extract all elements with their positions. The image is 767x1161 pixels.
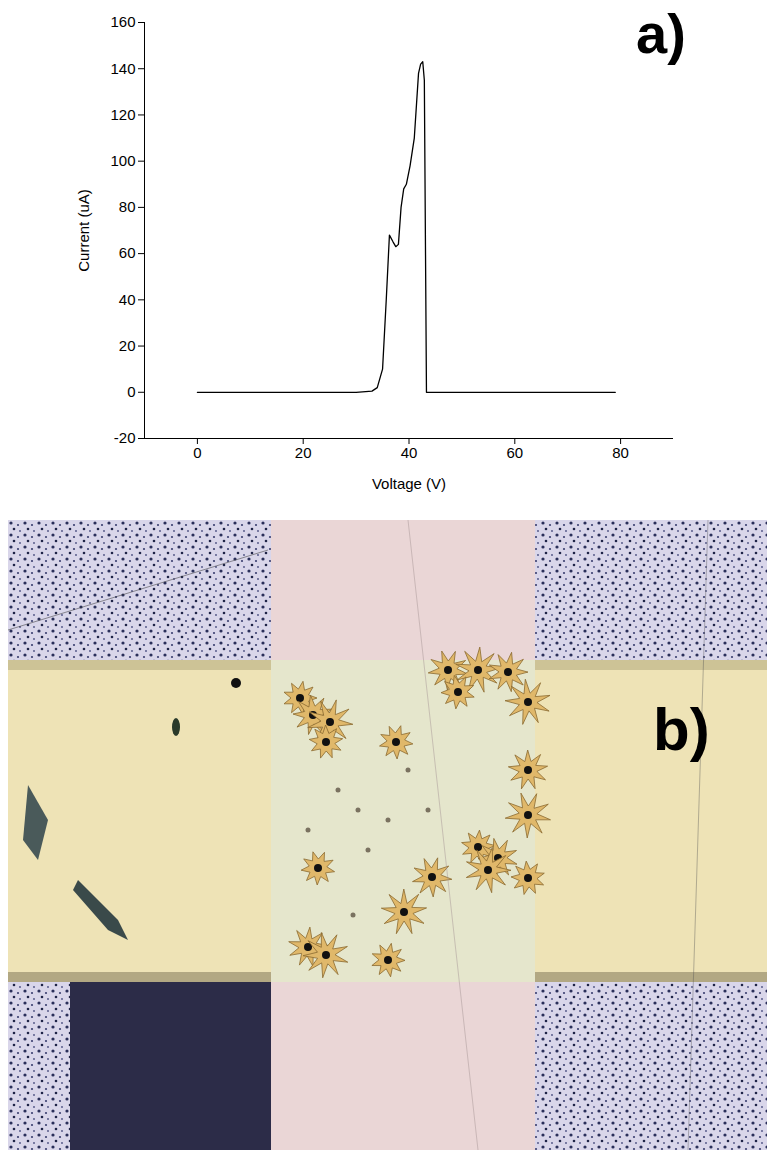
- svg-text:60: 60: [506, 444, 523, 461]
- svg-text:160: 160: [110, 13, 135, 30]
- svg-text:40: 40: [119, 291, 136, 308]
- svg-text:-20: -20: [114, 429, 136, 446]
- svg-text:0: 0: [193, 444, 201, 461]
- html-text:a): a): [636, 2, 686, 65]
- svg-text:20: 20: [119, 337, 136, 354]
- svg-text:0: 0: [127, 383, 135, 400]
- svg-text:120: 120: [110, 106, 135, 123]
- svg-text:Voltage (V): Voltage (V): [372, 475, 446, 492]
- svg-text:20: 20: [295, 444, 312, 461]
- svg-text:100: 100: [110, 152, 135, 169]
- svg-text:80: 80: [612, 444, 629, 461]
- svg-text:140: 140: [110, 60, 135, 77]
- svg-text:60: 60: [119, 244, 136, 261]
- svg-text:40: 40: [401, 444, 418, 461]
- svg-text:Current (uA): Current (uA): [75, 189, 92, 272]
- svg-text:80: 80: [119, 198, 136, 215]
- svg-text:b): b): [653, 696, 710, 763]
